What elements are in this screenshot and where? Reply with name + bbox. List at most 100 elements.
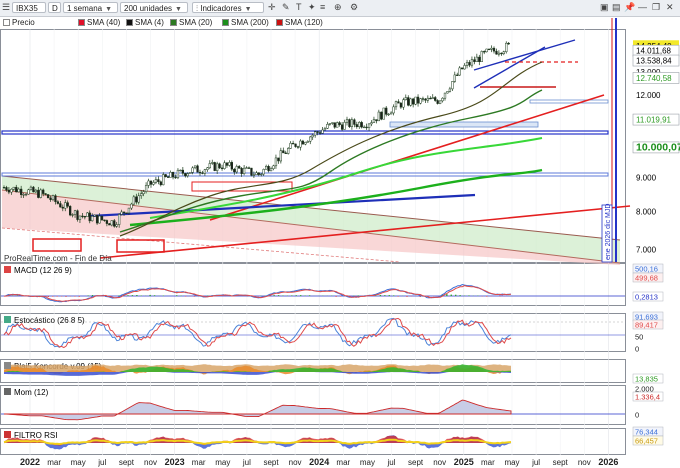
candle-body [372,119,376,123]
candle-body [29,186,33,191]
layout-icon[interactable]: ▤ [612,2,621,12]
candle-body [451,81,454,90]
stoch-title: Estocástico (26 8 5) [14,316,85,325]
price-axis-label: 10.000,07 [636,141,680,153]
crosshair-icon[interactable]: ✛ [268,2,276,12]
candle-body [314,131,317,136]
legend-swatch [222,19,229,26]
price-label-bg [632,72,680,84]
settings-icon[interactable]: ⚙ [350,2,359,12]
pin-icon[interactable]: 📌 [624,2,636,12]
pencil-icon[interactable]: ✎ [282,2,290,12]
indicator-axis-label: 50 [635,333,643,342]
candle-body [375,119,378,122]
letter-button[interactable]: D [48,2,61,13]
list-icon[interactable]: ≡ [320,2,326,12]
legend-label: SMA (120) [285,18,323,27]
mom-panel-icon[interactable] [4,388,11,395]
candle-body [353,119,356,125]
candle-body [189,172,192,174]
candle-body [311,134,314,138]
candle-body [130,203,133,209]
legend-item-price[interactable]: Precio [3,17,35,29]
legend-item-sma200[interactable]: SMA (200) [222,17,269,29]
indicators-button[interactable]: ⫶ Indicadores ▼ [192,2,264,13]
candle-body [492,47,496,52]
wand-icon[interactable]: ✦ [308,2,316,12]
window-icon[interactable]: ▣ [600,2,609,12]
candle-body [316,131,319,133]
rsi-panel: FILTRO RSI [3,431,512,450]
rsi-panel-icon[interactable] [4,431,11,438]
price-axis-label: 12.000 [636,91,661,100]
candles [2,41,510,228]
candle-body [228,162,231,166]
period-dropdown[interactable]: 1 semana ▼ [63,2,118,13]
units-dropdown[interactable]: 200 unidades ▼ [120,2,188,13]
indicator-axis-label: 76,344 [635,428,658,437]
candle-body [115,224,118,227]
candle-body [399,102,403,108]
candle-body [230,162,233,170]
legend-item-sma4[interactable]: SMA (4) [126,17,164,29]
rsi-areas [4,435,511,450]
candle-body [162,174,165,186]
cursor-icon[interactable]: ☰ [2,2,11,12]
trendline-blue-channel [473,39,576,71]
text-icon[interactable]: T [296,2,302,12]
candle-body [340,124,344,130]
candle-body [443,92,447,99]
candle-body [54,195,57,202]
candle-body [370,122,373,125]
candle-body [436,100,439,104]
minimize-icon[interactable]: — [638,2,647,12]
channel-line-mid [1,189,621,264]
candle-body [203,169,207,174]
candle-body [125,212,128,214]
macd-panel-icon[interactable] [4,266,11,273]
indicators-icon: ⫶ [196,4,201,13]
candle-body [218,163,221,169]
candle-body [326,123,329,129]
indicator-axis-label: 66,457 [635,437,658,446]
price-axis-label: 13.538,84 [636,57,672,66]
candle-body [159,181,162,186]
zoom-icon[interactable]: ⊕ [334,2,342,12]
candle-body [448,88,452,92]
toolbar: ☰ IBX35 D 1 semana ▼ 200 unidades ▼ ⫶ Indi… [0,0,680,17]
close-icon[interactable]: ✕ [666,2,674,12]
candle-body [299,140,302,148]
koncorde-panel-icon[interactable] [4,362,11,369]
stoch-panel-icon[interactable] [4,316,11,323]
candle-body [140,193,143,197]
candle-body [321,129,324,134]
candle-body [267,166,270,172]
legend-item-sma20[interactable]: SMA (20) [170,17,212,29]
x-tick-label: sept [119,458,135,467]
symbol-selector[interactable]: IBX35 [12,2,46,13]
candle-body [343,122,346,130]
x-tick-label: may [504,458,519,467]
restore-icon[interactable]: ❐ [652,2,661,12]
candle-body [309,136,312,142]
candle-body [69,206,72,216]
indicator-axis-label: 89,417 [635,321,658,330]
candle-body [269,168,273,172]
candle-body [456,74,459,76]
candle-body [473,59,476,62]
legend-item-sma120[interactable]: SMA (120) [276,17,323,29]
legend-item-sma40[interactable]: SMA (40) [78,17,120,29]
macd-histogram [3,294,510,297]
legend-label: SMA (40) [87,18,121,27]
momentum-area [4,399,512,421]
chevron-down-icon: ▼ [105,6,113,13]
candle-body [142,191,145,194]
indicator-label-bg [632,291,664,302]
price-axis-label: 7.000 [636,246,657,255]
x-tick-label: may [71,458,86,467]
candle-body [211,162,214,164]
candle-body [397,101,400,104]
candle-body [216,163,219,171]
